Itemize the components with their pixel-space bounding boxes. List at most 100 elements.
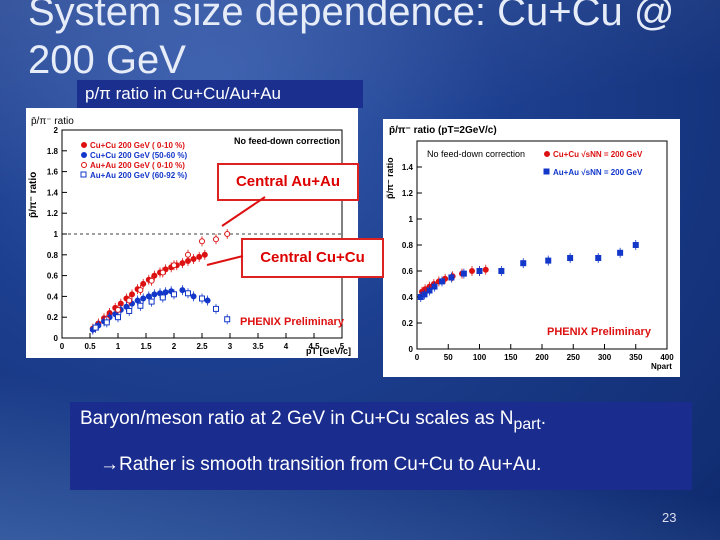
legend-entry: Cu+Cu √sNN = 200 GeV [553, 150, 643, 159]
data-point [103, 319, 110, 326]
data-point [151, 291, 158, 298]
y-tick-label: 0.8 [47, 251, 59, 260]
legend-entry: Au+Au 200 GeV (60-92 %) [90, 171, 187, 180]
data-point [151, 272, 158, 279]
summary-box: Baryon/meson ratio at 2 GeV in Cu+Cu sca… [70, 402, 692, 490]
data-point [469, 268, 475, 274]
data-point [213, 236, 219, 243]
legend-entry: Au+Au √sNN = 200 GeV [553, 168, 643, 177]
y-tick-label: 1.4 [47, 188, 59, 197]
data-point [224, 231, 231, 237]
data-point [224, 316, 231, 323]
summary-line-1: Baryon/meson ratio at 2 GeV in Cu+Cu sca… [80, 408, 546, 434]
x-tick-label: 100 [473, 353, 487, 362]
data-point [204, 297, 211, 304]
data-point [171, 262, 177, 269]
data-point [179, 287, 186, 294]
annotation-central-cu-cu: Central Cu+Cu [241, 238, 384, 278]
data-point [148, 277, 155, 284]
plot-caption: p/π ratio in Cu+Cu/Au+Au [77, 80, 363, 108]
y-tick-label: 0 [54, 334, 59, 343]
data-point [190, 255, 197, 262]
data-point [498, 268, 505, 274]
y-tick-label: 0.6 [47, 272, 59, 281]
data-point [632, 242, 639, 248]
data-point [129, 291, 135, 298]
data-point [199, 238, 205, 245]
y-tick-label: 0.4 [47, 292, 59, 301]
y-tick-label: 0.4 [402, 293, 414, 302]
data-point [159, 269, 166, 276]
data-point [448, 274, 455, 281]
data-point [140, 295, 147, 302]
right-note: No feed-down correction [427, 149, 525, 159]
x-tick-label: 4 [284, 342, 289, 351]
data-point [190, 293, 197, 300]
summary-line-2: →Rather is smooth transition from Cu+Cu … [100, 454, 541, 476]
x-tick-label: 0 [60, 342, 65, 351]
data-point [201, 251, 208, 258]
right-xlabel: Npart [651, 362, 672, 371]
legend-marker [81, 162, 87, 168]
legend-marker [543, 168, 550, 175]
data-point [171, 291, 177, 298]
data-point [179, 260, 186, 267]
left-plot: 0 0.5 1 1.5 2 2.5 3 3.5 4 4.5 5 0 0.2 0.4 0.6 0.8 1 1.2 1.… [28, 116, 351, 356]
npart-subscript: part [513, 415, 541, 433]
legend-entry: Au+Au 200 GeV ( 0-10 %) [90, 161, 185, 170]
left-note: No feed-down correction [234, 136, 340, 146]
y-tick-label: 0.2 [47, 313, 59, 322]
y-tick-label: 1.2 [402, 189, 414, 198]
y-tick-label: 1 [54, 230, 59, 239]
x-tick-label: 350 [629, 353, 643, 362]
legend-entry: Cu+Cu 200 GeV (50-60 %) [90, 151, 187, 160]
data-point [185, 290, 191, 297]
data-point [140, 280, 147, 287]
data-point [185, 251, 191, 258]
x-tick-label: 250 [567, 353, 581, 362]
data-point [137, 302, 144, 309]
x-tick-label: 1 [116, 342, 121, 351]
x-tick-label: 150 [504, 353, 518, 362]
left-plot-header: p̄/π⁻ ratio [31, 116, 74, 127]
x-tick-label: 3.5 [252, 342, 264, 351]
right-arrow-icon: → [100, 454, 119, 475]
arrow-au-au [221, 196, 266, 227]
x-tick-label: 4.5 [308, 342, 320, 351]
x-tick-label: 2 [172, 342, 177, 351]
legend-entry: Cu+Cu 200 GeV ( 0-10 %) [90, 141, 185, 150]
y-tick-label: 0.2 [402, 319, 414, 328]
data-point [213, 305, 219, 312]
data-point [476, 268, 483, 274]
data-point [199, 295, 205, 302]
data-point [421, 291, 428, 298]
left-ylabel: p̄/π⁻ ratio [28, 172, 39, 218]
slide-number: 23 [662, 510, 677, 525]
right-plot-header: p̄/π⁻ ratio (pT=2GeV/c) [389, 125, 497, 136]
legend-marker [80, 171, 87, 178]
legend-marker [81, 142, 87, 148]
y-tick-label: 0.6 [402, 267, 414, 276]
x-tick-label: 200 [535, 353, 549, 362]
y-tick-label: 1.6 [47, 168, 59, 177]
data-point [482, 266, 489, 273]
left-plot-panel: 0 0.5 1 1.5 2 2.5 3 3.5 4 4.5 5 0 0.2 0.4 0.6 0.8 1 1.2 1.… [26, 108, 358, 358]
legend-marker [544, 151, 550, 157]
data-point [460, 270, 467, 277]
slide-title: System size dependence: Cu+Cu @ 200 GeV [28, 0, 675, 82]
annotation-central-au-au: Central Au+Au [217, 163, 359, 201]
y-tick-label: 0.8 [402, 241, 414, 250]
x-tick-label: 400 [660, 353, 674, 362]
right-plot: 0 50 100 150 200 250 300 350 400 0 0.2 0.4 0.6 0.8 1 1.… [385, 125, 674, 371]
x-tick-label: 1.5 [140, 342, 152, 351]
data-point [126, 307, 133, 314]
y-tick-label: 2 [54, 126, 59, 135]
left-xlabel: pT [GeV/c] [306, 346, 351, 356]
data-point [137, 287, 144, 294]
data-point [92, 324, 99, 331]
x-tick-label: 3 [228, 342, 233, 351]
right-ylabel: p̄/π⁻ ratio [385, 157, 395, 199]
data-point [148, 298, 155, 305]
data-point [617, 249, 624, 256]
